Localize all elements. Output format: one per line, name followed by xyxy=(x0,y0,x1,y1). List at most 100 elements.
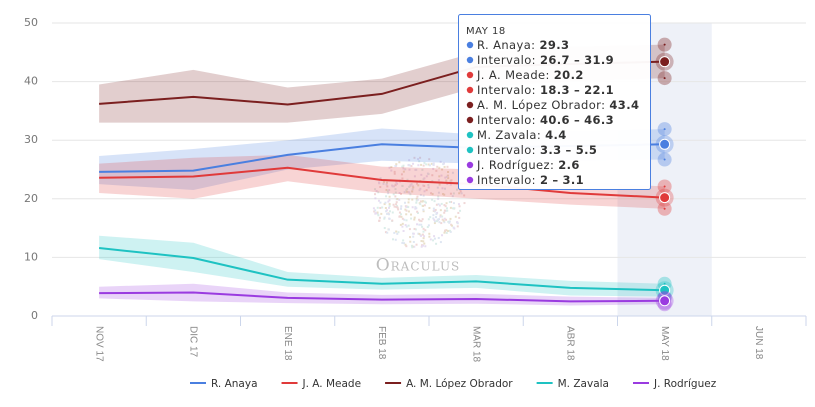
watermark-dot xyxy=(383,203,386,206)
watermark-dot xyxy=(424,229,427,232)
watermark-dot xyxy=(396,198,399,201)
watermark-dot xyxy=(420,240,423,243)
watermark-dot xyxy=(437,197,440,200)
watermark-dot xyxy=(427,186,430,189)
tooltip-text: : xyxy=(601,98,605,112)
watermark-dot xyxy=(457,211,460,214)
watermark-dot xyxy=(386,231,389,234)
watermark-dot xyxy=(385,210,388,213)
watermark-dot xyxy=(446,165,449,168)
legend-item[interactable]: M. Zavala xyxy=(536,378,609,390)
watermark-dot xyxy=(414,228,417,231)
watermark-dot xyxy=(405,245,408,248)
watermark-dot xyxy=(420,245,423,248)
watermark-text: Oraculus xyxy=(376,256,461,276)
watermark-dot xyxy=(420,223,423,226)
watermark-dot xyxy=(385,209,388,212)
watermark-dot xyxy=(377,181,380,184)
watermark-dot xyxy=(418,189,421,192)
watermark-dot xyxy=(399,207,402,210)
watermark-dot xyxy=(432,217,435,220)
watermark-dot xyxy=(420,220,423,223)
watermark-dot xyxy=(379,206,382,209)
legend-item[interactable]: A. M. López Obrador xyxy=(385,378,513,390)
watermark-dot xyxy=(398,191,401,194)
watermark-dot xyxy=(443,193,446,196)
watermark-dot xyxy=(413,216,416,219)
watermark-dot xyxy=(394,191,397,194)
watermark-dot xyxy=(433,237,436,240)
tooltip-text: 22.1 xyxy=(584,83,614,97)
watermark-dot xyxy=(400,193,403,196)
watermark-dot xyxy=(445,218,448,221)
watermark-dot xyxy=(449,183,452,186)
watermark-dot xyxy=(446,209,449,212)
interval-marker-dot xyxy=(663,43,666,46)
tooltip-text: J. A. Meade xyxy=(476,68,546,82)
watermark-dot xyxy=(449,192,452,195)
interval-marker-dot xyxy=(663,185,666,188)
legend-item[interactable]: J. A. Meade xyxy=(281,378,362,390)
watermark-dot xyxy=(419,187,422,190)
watermark-dot xyxy=(408,168,411,171)
watermark-dot xyxy=(388,195,391,198)
watermark-dot xyxy=(435,213,438,216)
y-tick-label: 10 xyxy=(24,250,38,263)
watermark-dot xyxy=(421,225,424,228)
tooltip-text: – xyxy=(566,143,572,157)
watermark-dot xyxy=(407,164,410,167)
tooltip-row: M. Zavala: 4.4 xyxy=(477,128,567,142)
watermark-dot xyxy=(418,160,421,163)
watermark-dot xyxy=(390,169,393,172)
watermark-dot xyxy=(411,190,414,193)
watermark-dot xyxy=(405,225,408,228)
watermark-dot xyxy=(432,163,435,166)
y-tick-label: 0 xyxy=(31,309,38,322)
watermark-dot xyxy=(419,156,422,159)
watermark-dot xyxy=(454,215,457,218)
watermark-dot xyxy=(452,192,455,195)
x-tick-label: NOV 17 xyxy=(93,326,104,362)
tooltip-text: 3.1 xyxy=(563,173,585,187)
watermark-dot xyxy=(411,198,414,201)
watermark-dot xyxy=(434,216,437,219)
tooltip-text: 18.3 xyxy=(540,83,570,97)
watermark-dot xyxy=(436,165,439,168)
tooltip-text: A. M. López Obrador xyxy=(477,98,601,112)
watermark-dot xyxy=(402,239,405,242)
watermark-dot xyxy=(457,203,460,206)
watermark-dot xyxy=(377,199,380,202)
watermark-dot xyxy=(449,206,452,209)
tooltip-dot xyxy=(466,101,474,109)
watermark-dot xyxy=(404,208,407,211)
legend-item[interactable]: R. Anaya xyxy=(190,378,258,390)
legend-item[interactable]: J. Rodríguez xyxy=(633,378,717,390)
watermark-dot xyxy=(394,188,397,191)
tooltip-text: – xyxy=(574,53,580,67)
interval-marker-dot xyxy=(663,207,666,210)
watermark-dot xyxy=(446,229,449,232)
tooltip-dot xyxy=(466,56,474,64)
watermark-dot xyxy=(430,192,433,195)
watermark-dot xyxy=(393,170,396,173)
watermark-dot xyxy=(442,219,445,222)
watermark-dot xyxy=(374,193,377,196)
watermark-dot xyxy=(422,227,425,230)
watermark-dot xyxy=(459,190,462,193)
watermark-dot xyxy=(392,193,395,196)
tooltip-row: Intervalo: 26.7–31.9 xyxy=(477,53,614,67)
tooltip-text: 29.3 xyxy=(539,38,569,52)
watermark-dot xyxy=(401,241,404,244)
watermark-dot xyxy=(447,220,450,223)
watermark-dot xyxy=(445,231,448,234)
watermark-dot xyxy=(396,232,399,235)
watermark-dot xyxy=(387,200,390,203)
watermark-dot xyxy=(398,161,401,164)
interval-band xyxy=(99,235,665,297)
tooltip-text: 43.4 xyxy=(609,98,639,112)
watermark-dot xyxy=(439,209,442,212)
watermark-dot xyxy=(438,221,441,224)
legend-label: J. A. Meade xyxy=(302,378,362,390)
watermark-dot xyxy=(395,206,398,209)
tooltip-row: Intervalo: 18.3–22.1 xyxy=(477,83,614,97)
